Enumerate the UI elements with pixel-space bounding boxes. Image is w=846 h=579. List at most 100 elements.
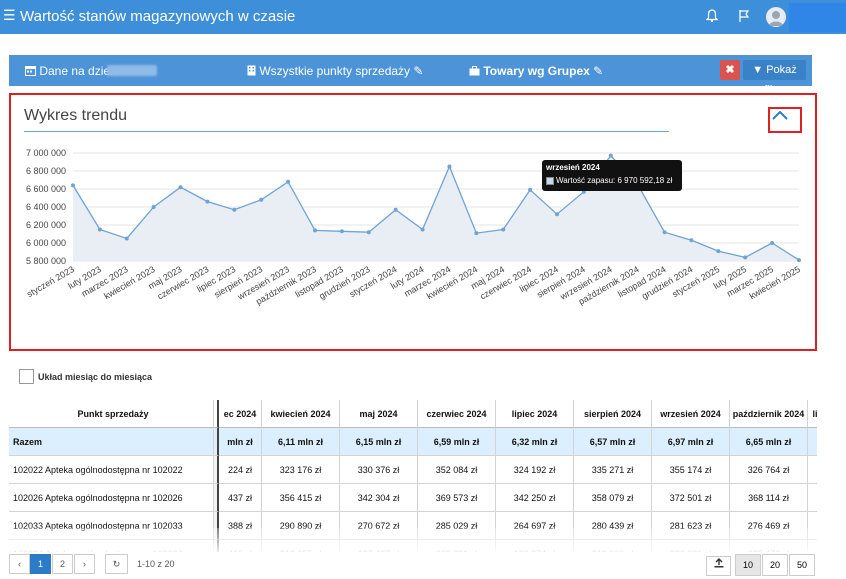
edit-icon[interactable]: ✎ (413, 64, 424, 78)
data-point (689, 238, 694, 243)
refresh-button[interactable]: ↻ (105, 554, 128, 574)
month-to-month-label: Układ miesiąc do miesiąca (38, 372, 153, 382)
value-cell[interactable]: wrzesień 2024 (652, 400, 730, 428)
data-point (124, 236, 129, 241)
value-cell: 6,97 mln zł (652, 428, 730, 456)
title-underline (24, 131, 669, 132)
points-filter[interactable]: Wszystkie punkty sprzedaży ✎ (247, 64, 423, 78)
value-cell[interactable]: październik 2024 (730, 400, 808, 428)
data-point (662, 230, 667, 235)
value-cell: 6,32 mln zł (496, 428, 574, 456)
value-cell[interactable]: lipiec 2024 (496, 400, 574, 428)
data-point (366, 230, 371, 235)
user-menu[interactable] (789, 3, 846, 32)
avatar[interactable] (766, 7, 786, 27)
value-cell: 324 192 zł (496, 456, 574, 484)
data-point (420, 227, 425, 232)
page-info: 1-10 z 20 (137, 559, 175, 569)
value-cell: 437 zł (219, 484, 262, 512)
month-to-month-checkbox[interactable] (19, 369, 34, 384)
upload-icon (714, 558, 723, 568)
goods-filter-label: Towary wg Grupex (483, 64, 590, 78)
trend-chart-panel: Wykres trendu 7 000 000 6 800 000 6 600 00… (9, 93, 817, 351)
show-filters-button[interactable]: ▼ Pokaż filtry (743, 60, 806, 96)
page-size-10[interactable]: 10 (735, 554, 761, 576)
date-filter[interactable]: Dane na dzień (25, 64, 117, 78)
value-cell: 330 376 zł (340, 456, 418, 484)
page-size-20[interactable]: 20 (762, 554, 788, 576)
data-point (205, 199, 210, 204)
row-label-cell: 102022 Apteka ogólnodostępna nr 102022 (9, 456, 214, 484)
edit-icon[interactable]: ✎ (593, 64, 604, 78)
data-point (71, 183, 75, 188)
data-point (501, 227, 506, 232)
data-point (743, 255, 748, 260)
value-cell[interactable]: lis (808, 400, 817, 428)
clear-filters-button[interactable]: ✖ (720, 60, 740, 80)
y-tick-label: 6 200 000 (26, 220, 66, 230)
frozen-column-divider (214, 400, 219, 428)
chevron-up-icon (772, 110, 788, 120)
page-2-button[interactable]: 2 (52, 554, 73, 574)
value-cell: 369 573 zł (418, 484, 496, 512)
data-point (178, 185, 183, 190)
value-cell[interactable]: maj 2024 (340, 400, 418, 428)
calendar-icon (25, 66, 36, 76)
value-cell: 342 304 zł (340, 484, 418, 512)
data-point (393, 207, 398, 212)
tooltip-title: wrzesień 2024 (546, 163, 600, 172)
data-point (528, 187, 533, 192)
building-icon (247, 65, 256, 76)
value-cell[interactable]: ec 2024 (219, 400, 262, 428)
value-cell: 6,15 mln zł (340, 428, 418, 456)
page-title: Wartość stanów magazynowych w czasie (20, 8, 296, 25)
series-line (72, 154, 800, 261)
data-point (313, 228, 317, 233)
data-point (474, 231, 479, 236)
value-cell (808, 484, 817, 512)
points-filter-label: Wszystkie punkty sprzedaży (259, 64, 411, 78)
value-cell: 355 174 zł (652, 456, 730, 484)
goods-filter[interactable]: Towary wg Grupex ✎ (469, 64, 603, 78)
prev-page-button[interactable]: ‹ (9, 554, 30, 574)
table-row: 102022 Apteka ogólnodostępna nr 102022 22… (9, 456, 817, 484)
value-cell: 342 250 zł (496, 484, 574, 512)
data-point (97, 227, 102, 232)
y-tick-label: 5 800 000 (26, 256, 66, 266)
value-cell: 356 415 zł (262, 484, 340, 512)
data-point (555, 212, 559, 217)
data-point (770, 241, 775, 245)
value-cell: 224 zł (219, 456, 262, 484)
y-tick-label: 7 000 000 (26, 148, 66, 158)
value-cell[interactable]: czerwiec 2024 (418, 400, 496, 428)
data-point (716, 249, 721, 254)
menu-icon[interactable]: ☰ (3, 7, 16, 23)
table-fade-overlay (9, 528, 817, 552)
value-cell: 335 271 zł (574, 456, 652, 484)
y-tick-label: 6 000 000 (26, 238, 66, 248)
value-cell[interactable]: kwiecień 2024 (262, 400, 340, 428)
data-point (232, 207, 237, 212)
tooltip-value: Wartość zapasu: 6 970 592,18 zł (556, 176, 673, 185)
export-button[interactable] (706, 556, 731, 576)
table-header-row: Punkt sprzedaży ec 2024 kwiecień 2024 maj 2… (9, 400, 817, 428)
bell-icon[interactable] (706, 9, 718, 23)
flag-icon[interactable] (738, 9, 750, 23)
value-cell: 352 084 zł (418, 456, 496, 484)
value-cell: 358 079 zł (574, 484, 652, 512)
collapse-button[interactable] (768, 107, 802, 133)
row-label-cell[interactable]: Punkt sprzedaży (9, 400, 214, 428)
chart-tooltip: wrzesień 2024 Wartość zapasu: 6 970 592,… (542, 160, 682, 191)
tooltip-swatch (546, 176, 554, 185)
value-cell: 323 176 zł (262, 456, 340, 484)
page-1-button[interactable]: 1 (30, 554, 51, 574)
filter-bar: Dane na dzień Wszystkie punkty sprzedaży… (9, 55, 812, 96)
value-cell[interactable]: sierpień 2024 (574, 400, 652, 428)
page-size-50[interactable]: 50 (789, 554, 815, 576)
row-label-cell: 102026 Apteka ogólnodostępna nr 102026 (9, 484, 214, 512)
value-cell (808, 456, 817, 484)
value-cell: 6,11 mln zł (262, 428, 340, 456)
next-page-button[interactable]: › (74, 554, 95, 574)
funnel-icon: ▼ (752, 64, 764, 76)
value-cell: 6,57 mln zł (574, 428, 652, 456)
